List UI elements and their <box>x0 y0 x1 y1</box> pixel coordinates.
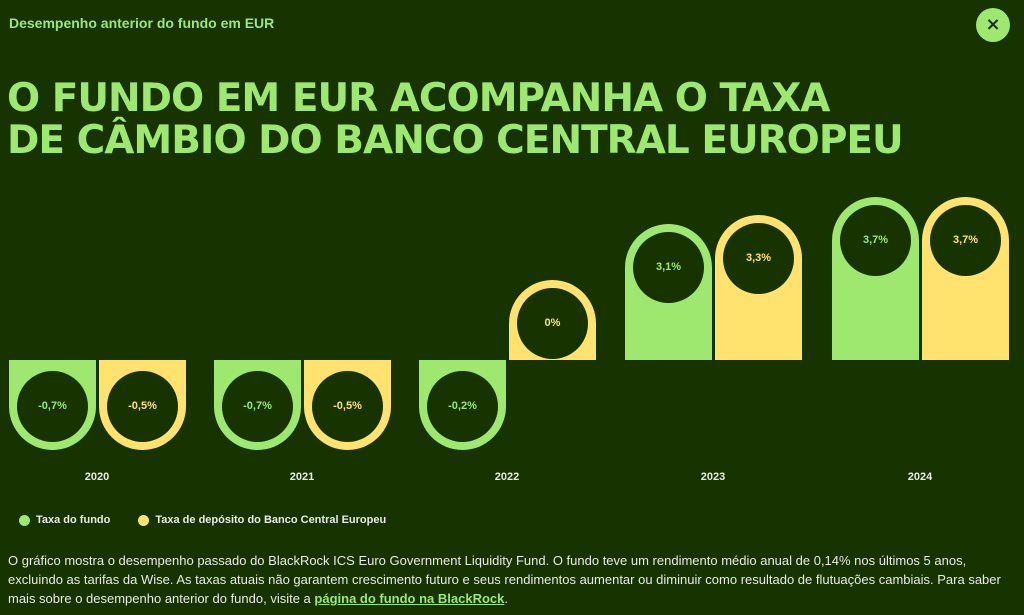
x-tick-label-2020: 2020 <box>84 471 110 483</box>
bar-ecb-2024 <box>922 197 1009 360</box>
bar-label-fund-2024: 3,7% <box>862 234 889 247</box>
footnote: O gráfico mostra o desempenho passado do… <box>8 551 1008 608</box>
page-title-line-1: O FUNDO EM EUR ACOMPANHA O TAXA <box>7 76 830 121</box>
bar-value-circle <box>840 205 911 277</box>
bar-label-ecb-2021: -0,5% <box>333 400 362 412</box>
bar-fund-2020 <box>9 360 96 450</box>
bar-value-circle <box>107 371 178 442</box>
bar-value-circle <box>427 371 498 442</box>
page-title: O FUNDO EM EUR ACOMPANHA O TAXA DE CÂMBI… <box>7 78 907 162</box>
footnote-text: O gráfico mostra o desempenho passado do… <box>8 553 1001 606</box>
bar-chart: -0,7% -0,5% 2020 -0,7% -0,5% 2021 -0,2% 0% 2022 3… <box>9 197 1009 483</box>
legend-ecb-dot <box>138 514 150 526</box>
legend-item-fund: Taxa do fundo <box>19 514 110 526</box>
header-label: Desempenho anterior do fundo em EUR <box>9 15 275 31</box>
bar-fund-2024 <box>832 197 919 360</box>
bar-value-circle <box>517 288 588 359</box>
legend-item-ecb: Taxa de depósito do Banco Central Europe… <box>138 514 386 526</box>
bar-fund-2022 <box>419 360 506 450</box>
blackrock-fund-link[interactable]: página do fundo na BlackRock <box>314 591 505 606</box>
x-tick-label-2024: 2024 <box>907 471 933 483</box>
bar-label-fund-2020: -0,7% <box>38 400 67 412</box>
x-tick-label-2021: 2021 <box>289 471 315 483</box>
bar-value-circle <box>930 205 1001 277</box>
legend-ecb-label: Taxa de depósito do Banco Central Europe… <box>155 514 387 526</box>
bar-ecb-2021 <box>304 360 391 450</box>
bar-label-ecb-2024: 3,7% <box>952 234 979 247</box>
bar-value-circle <box>312 371 383 442</box>
bar-label-fund-2023: 3,1% <box>655 260 682 273</box>
bar-fund-2023 <box>625 223 712 360</box>
bar-label-fund-2021: -0,7% <box>243 400 272 412</box>
bar-fund-2021 <box>214 360 301 450</box>
bar-label-ecb-2020: -0,5% <box>128 400 157 412</box>
bar-value-circle <box>17 371 88 442</box>
page-title-line-2: DE CÂMBIO DO BANCO CENTRAL EUROPEU <box>7 118 904 163</box>
footnote-end: . <box>504 591 508 606</box>
close-button[interactable]: × <box>976 8 1010 42</box>
x-tick-label-2022: 2022 <box>494 471 520 483</box>
x-tick-label-2023: 2023 <box>700 471 726 483</box>
bar-ecb-2022 <box>509 280 596 360</box>
bar-value-circle <box>633 231 704 303</box>
bar-value-circle <box>723 222 794 294</box>
bar-label-ecb-2023: 3,3% <box>745 251 772 264</box>
legend: Taxa do fundo Taxa de depósito do Banco … <box>19 514 406 526</box>
legend-fund-dot <box>19 514 30 526</box>
bar-value-circle <box>222 371 293 442</box>
legend-fund-label: Taxa do fundo <box>36 514 111 526</box>
bar-label-ecb-2022: 0% <box>544 317 561 329</box>
bar-ecb-2023 <box>715 214 802 360</box>
bar-label-fund-2022: -0,2% <box>448 400 477 412</box>
bar-ecb-2020 <box>99 360 186 450</box>
